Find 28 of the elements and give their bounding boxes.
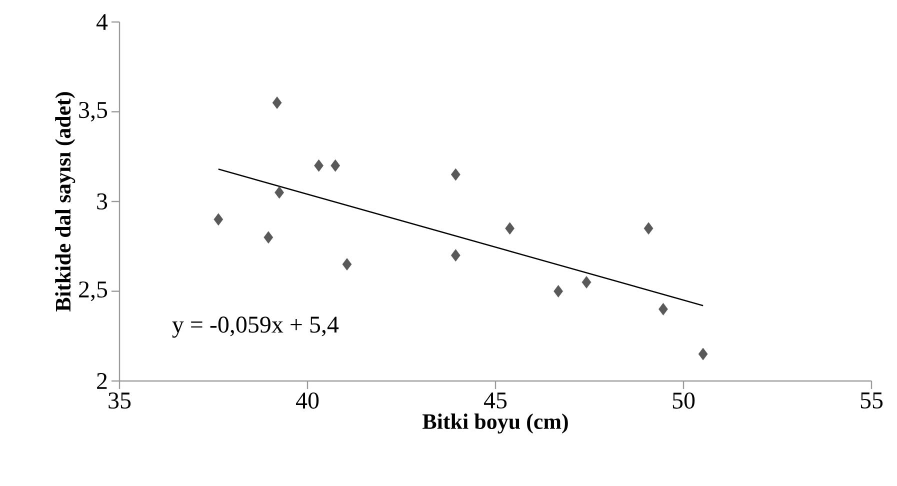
point [214,213,224,226]
y-tick-label: 2,5 [79,281,108,302]
y-tick-label: 2 [97,373,107,389]
x-tick-label: 35 [108,392,131,409]
point [274,186,284,199]
x-axis-title: Bitki boyu (cm) [422,414,568,434]
x-tick-label: 40 [296,392,319,409]
y-axis-title: Bitkide dal sayısı (adet) [55,92,76,312]
point [582,276,592,288]
point [450,168,460,181]
point [698,348,708,360]
point [272,96,282,109]
point [264,231,274,244]
point [314,159,324,172]
x-tick-label: 45 [484,392,507,409]
point [505,222,514,235]
point [658,302,668,316]
x-tick-label: 50 [672,392,695,409]
point [554,285,563,298]
y-tick-label: 3 [97,193,108,210]
point [644,222,654,235]
point [330,159,340,172]
annotation: y = -0,059x + 5,4 [172,316,339,338]
x-tick-label: 55 [860,392,883,408]
y-tick-label: 4 [96,14,108,30]
point [450,249,460,262]
point [342,258,352,271]
y-tick-label: 3,5 [79,102,108,122]
